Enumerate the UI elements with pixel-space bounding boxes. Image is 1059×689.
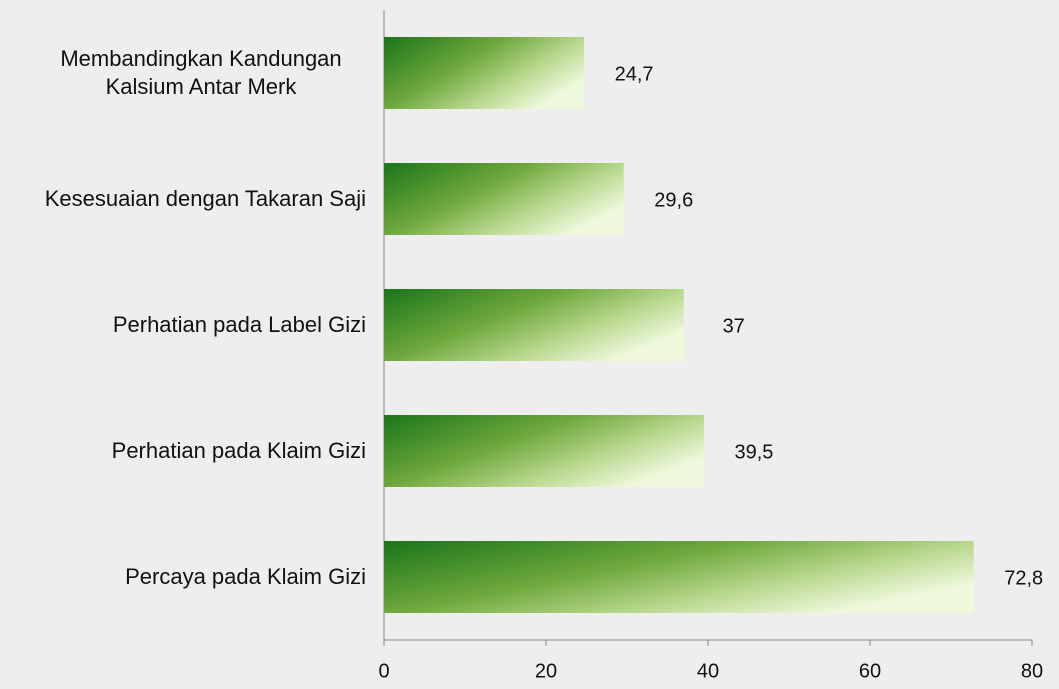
bar [384, 289, 684, 361]
x-tick-label: 20 [535, 660, 557, 682]
y-tick-label: Membandingkan Kandungan Kalsium Antar Me… [60, 46, 342, 99]
y-tick-label: Percaya pada Klaim Gizi [125, 564, 366, 589]
y-tick-label: Kesesuaian dengan Takaran Saji [44, 186, 366, 211]
y-tick-label: Perhatian pada Klaim Gizi [111, 438, 366, 463]
value-label: 24,7 [615, 63, 654, 85]
bar [384, 541, 974, 613]
bar [384, 37, 585, 109]
value-label: 39,5 [734, 441, 773, 463]
x-tick-label: 0 [378, 660, 389, 682]
value-label: 37 [723, 315, 745, 337]
x-tick-label: 80 [1021, 660, 1043, 682]
y-tick-label: Perhatian pada Label Gizi [112, 312, 366, 337]
x-tick-label: 60 [859, 660, 881, 682]
value-label: 29,6 [654, 189, 693, 211]
x-tick-label: 40 [697, 660, 719, 682]
bar [384, 415, 704, 487]
value-label: 72,8 [1004, 567, 1043, 589]
bar [384, 163, 624, 235]
